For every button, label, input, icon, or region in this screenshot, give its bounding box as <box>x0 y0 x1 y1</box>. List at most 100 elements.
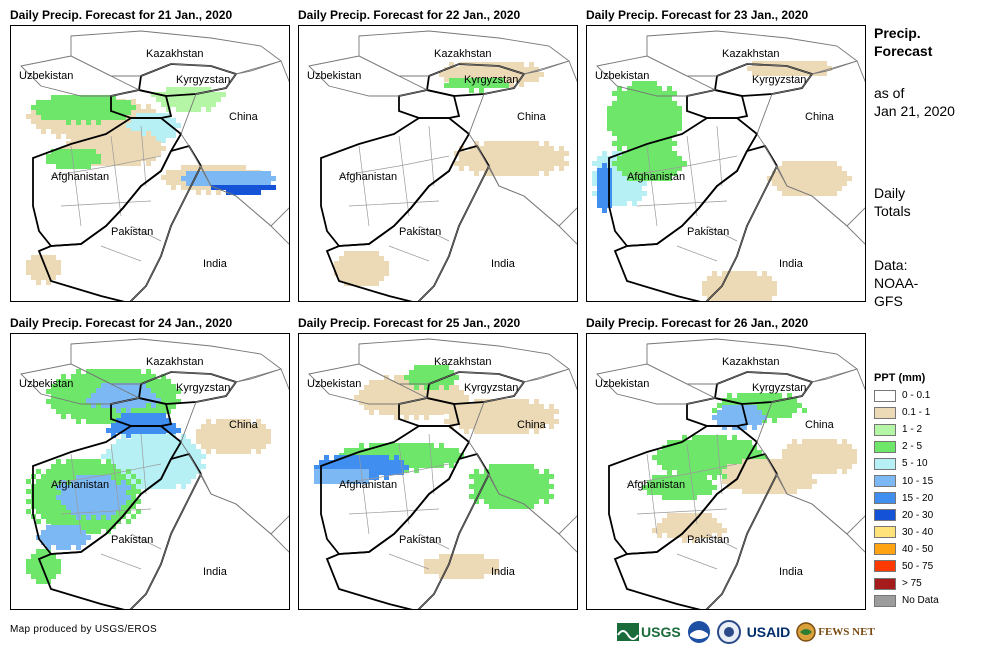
country-boundary-taj <box>398 89 461 119</box>
legend-label: 2 - 5 <box>902 441 923 453</box>
country-label-china: China <box>229 111 258 123</box>
legend-swatch <box>874 406 896 419</box>
country-label-china: China <box>805 111 834 123</box>
country-boundary-taj <box>398 397 461 427</box>
precip-area <box>196 419 271 454</box>
precip-area <box>454 141 569 176</box>
country-label-pakistan: Pakistan <box>399 226 442 238</box>
country-label-kyrgyzstan: Kyrgyzstan <box>752 74 807 86</box>
precip-area <box>334 251 389 286</box>
legend-item: 15 - 20 <box>874 490 939 507</box>
legend-swatch <box>874 543 896 556</box>
noaa-logo <box>687 621 710 643</box>
daily-totals-line2: Totals <box>874 203 911 219</box>
country-boundary-taj <box>686 89 749 119</box>
country-label-kazakhstan: Kazakhstan <box>722 48 780 60</box>
country-label-afghanistan: Afghanistan <box>339 479 398 491</box>
country-label-kazakhstan: Kazakhstan <box>146 356 204 368</box>
legend-swatch <box>874 492 896 505</box>
country-label-india: India <box>779 566 803 578</box>
logo-bar: USGS USAID FEWS NET <box>617 617 875 647</box>
fewsnet-globe-icon <box>796 622 816 642</box>
legend-label: 20 - 30 <box>902 509 934 521</box>
legend-swatch <box>874 577 896 590</box>
legend-swatch <box>874 594 896 607</box>
panel-title: Daily Precip. Forecast for 22 Jan., 2020 <box>298 8 521 22</box>
precip-area <box>36 525 91 550</box>
side-title-line2: Forecast <box>874 43 933 59</box>
precip-area <box>424 554 499 579</box>
forecast-panel: Daily Precip. Forecast for 24 Jan., 2020… <box>10 316 290 611</box>
map-graphic <box>308 30 577 301</box>
legend-item: 5 - 10 <box>874 455 939 472</box>
precip-area <box>747 61 832 76</box>
country-label-afghanistan: Afghanistan <box>339 171 398 183</box>
precip-area <box>444 78 509 93</box>
forecast-panel: Daily Precip. Forecast for 26 Jan., 2020… <box>586 316 866 611</box>
country-label-india: India <box>491 566 515 578</box>
legend-item: 0 - 0.1 <box>874 387 939 404</box>
legend-label: 50 - 75 <box>902 560 934 572</box>
country-label-pakistan: Pakistan <box>111 226 154 238</box>
country-label-pakistan: Pakistan <box>687 534 730 546</box>
data-source-text: Data: NOAA- GFS <box>874 256 918 310</box>
country-label-china: China <box>517 111 546 123</box>
legend-item: 30 - 40 <box>874 524 939 541</box>
usgs-logo-text: USGS <box>641 624 681 640</box>
map-graphic <box>20 338 289 609</box>
usgs-wave-icon <box>617 623 639 641</box>
country-label-afghanistan: Afghanistan <box>627 171 686 183</box>
country-boundary-india <box>418 164 577 301</box>
forecast-panel: Daily Precip. Forecast for 21 Jan., 2020… <box>10 8 290 303</box>
country-label-uzbekistan: Uzbekistan <box>19 378 74 390</box>
map-graphic <box>20 30 289 301</box>
usaid-logo-text: USAID <box>746 624 791 640</box>
legend-item: 40 - 50 <box>874 541 939 558</box>
data-source-line1: Data: <box>874 257 908 273</box>
as-of-text: as of Jan 21, 2020 <box>874 84 955 120</box>
country-label-india: India <box>203 258 227 270</box>
dos-seal-logo <box>716 620 741 644</box>
map-graphic <box>596 338 865 609</box>
forecast-panel: Daily Precip. Forecast for 25 Jan., 2020… <box>298 316 578 611</box>
legend-item: 2 - 5 <box>874 438 939 455</box>
precip-map: Kazakhstan Uzbekistan Kyrgyzstan China Afgha… <box>10 25 290 302</box>
country-boundary-india <box>706 164 865 301</box>
country-label-uzbekistan: Uzbekistan <box>595 70 650 82</box>
as-of-line1: as of <box>874 85 905 101</box>
as-of-line2: Jan 21, 2020 <box>874 103 955 119</box>
map-graphic <box>592 30 865 301</box>
country-label-afghanistan: Afghanistan <box>51 479 110 491</box>
country-label-india: India <box>779 258 803 270</box>
precip-area <box>404 365 459 390</box>
country-boundary-india <box>418 472 577 609</box>
legend-label: 40 - 50 <box>902 543 934 555</box>
province-boundaries <box>338 125 450 262</box>
country-label-kyrgyzstan: Kyrgyzstan <box>752 382 807 394</box>
precip-map: Kazakhstan Uzbekistan Kyrgyzstan China Afgha… <box>586 25 866 302</box>
side-title: Precip. Forecast <box>874 24 932 60</box>
province-boundaries <box>50 433 162 570</box>
precip-area <box>702 271 777 301</box>
legend-item: 0.1 - 1 <box>874 404 939 421</box>
legend-label: 1 - 2 <box>902 424 923 436</box>
country-label-pakistan: Pakistan <box>399 534 442 546</box>
daily-totals-line1: Daily <box>874 185 906 201</box>
precip-map: Kazakhstan Uzbekistan Kyrgyzstan China Afgha… <box>298 25 578 302</box>
map-graphic <box>308 338 577 609</box>
legend-item: 20 - 30 <box>874 507 939 524</box>
country-label-india: India <box>203 566 227 578</box>
country-label-uzbekistan: Uzbekistan <box>307 378 362 390</box>
precip-area <box>31 95 136 125</box>
usaid-logo: USAID <box>747 624 791 640</box>
legend-item: 10 - 15 <box>874 472 939 489</box>
legend-label: 10 - 15 <box>902 475 934 487</box>
precip-area <box>26 255 61 285</box>
legend-label: 0.1 - 1 <box>902 407 931 419</box>
data-source-line3: GFS <box>874 293 903 309</box>
panel-title: Daily Precip. Forecast for 23 Jan., 2020 <box>586 8 809 22</box>
precip-map: Kazakhstan Uzbekistan Kyrgyzstan China Afgha… <box>298 333 578 610</box>
legend-swatch <box>874 475 896 488</box>
country-label-afghanistan: Afghanistan <box>51 171 110 183</box>
usgs-logo: USGS <box>617 623 681 641</box>
